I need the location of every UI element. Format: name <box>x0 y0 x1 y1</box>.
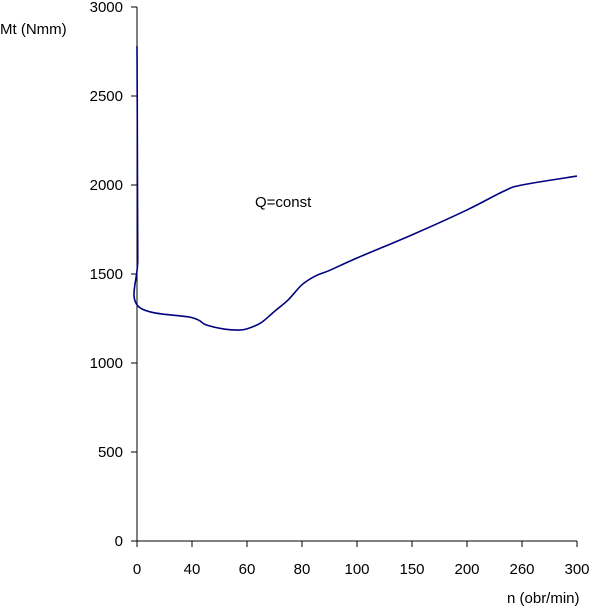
x-tick-label: 200 <box>454 561 479 578</box>
x-tick-label: 0 <box>133 561 141 578</box>
y-tick-label: 0 <box>115 533 123 550</box>
y-tick-label: 2500 <box>90 88 123 105</box>
y-tick-label: 3000 <box>90 0 123 16</box>
x-axis-title: n (obr/min) <box>507 590 580 607</box>
x-tick-label: 300 <box>564 561 589 578</box>
axes <box>136 7 577 542</box>
x-tick-label: 150 <box>399 561 424 578</box>
x-tick-label: 80 <box>294 561 311 578</box>
series-line <box>133 46 578 331</box>
y-tick-label: 1000 <box>90 355 123 372</box>
series <box>133 46 578 331</box>
y-tick-label: 500 <box>98 444 123 461</box>
y-axis-title: Mt (Nmm) <box>0 21 67 38</box>
y-tick-label: 2000 <box>90 177 123 194</box>
ticks: 0 500 1000 1500 2000 2500 3000 0 40 60 80 100 150 200… <box>90 0 590 578</box>
x-tick-label: 100 <box>344 561 369 578</box>
x-tick-label: 60 <box>239 561 256 578</box>
x-tick-label: 260 <box>509 561 534 578</box>
annotation-text: Q=const <box>255 194 312 211</box>
y-tick-label: 1500 <box>90 266 123 283</box>
x-tick-label: 40 <box>184 561 201 578</box>
